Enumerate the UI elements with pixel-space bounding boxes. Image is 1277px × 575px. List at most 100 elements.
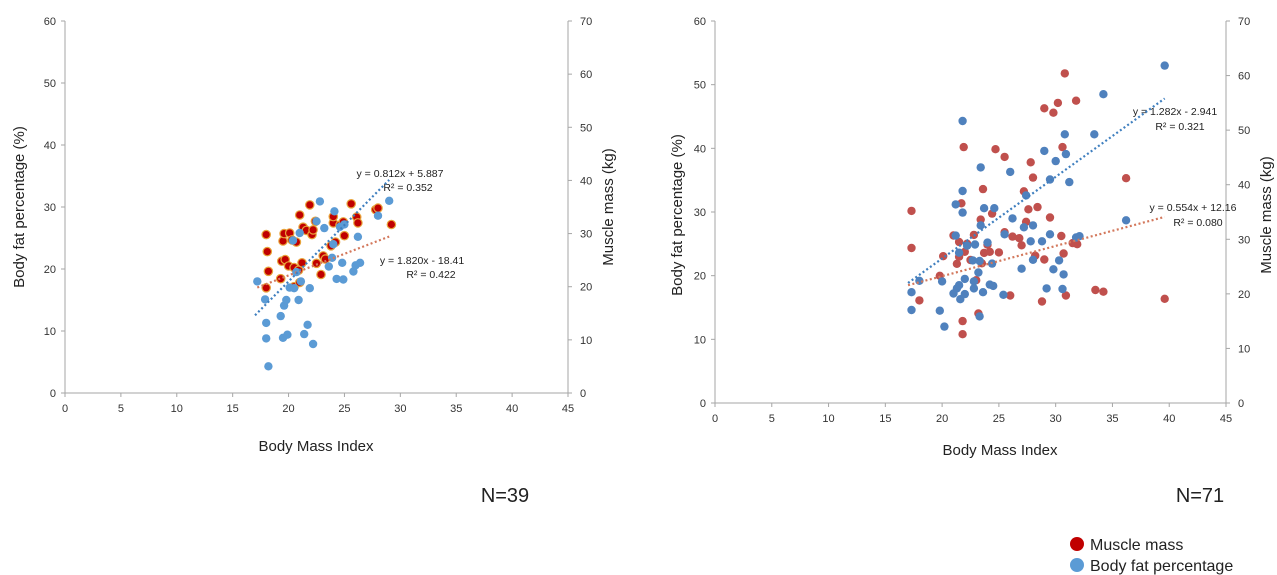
point-body-fat-percentage: [329, 240, 338, 249]
point-body-fat-percentage: [332, 274, 341, 284]
chart-2-y-right-label: Muscle mass (kg): [1258, 156, 1275, 274]
point-body-fat-percentage: [385, 196, 394, 205]
x-tick-label: 5: [769, 413, 775, 425]
point-muscle-mass: [304, 200, 315, 210]
point-body-fat-percentage: [975, 312, 984, 321]
y-left-tick-label: 50: [44, 78, 56, 90]
point-body-fat-percentage: [907, 288, 916, 297]
point-muscle-mass: [263, 266, 274, 277]
point-body-fat-percentage: [1037, 237, 1047, 246]
chart-1: 0 5 10 15 20 25 30 35 40 45 0 10 20 30 40 50 60 0 10 20 30 40…: [11, 16, 617, 507]
point-muscle-mass: [1045, 213, 1055, 222]
point-body-fat-percentage: [303, 320, 312, 329]
legend-marker-muscle-mass: [1070, 537, 1084, 551]
point-muscle-mass: [958, 330, 967, 339]
points-layer: [253, 196, 397, 371]
x-tick-label: 0: [62, 403, 68, 415]
point-body-fat-percentage: [940, 322, 949, 331]
point-body-fat-percentage: [1160, 61, 1169, 70]
chart-2-fat-trend-r2: R² = 0.321: [1155, 121, 1204, 133]
point-body-fat-percentage: [978, 288, 988, 297]
y-right-tick-label: 10: [1238, 343, 1250, 355]
point-body-fat-percentage: [320, 223, 329, 233]
point-body-fat-percentage: [1006, 167, 1015, 177]
point-body-fat-percentage: [907, 305, 916, 315]
point-body-fat-percentage: [983, 238, 992, 247]
point-body-fat-percentage: [1008, 214, 1017, 223]
point-body-fat-percentage: [954, 281, 964, 290]
point-muscle-mass: [954, 237, 964, 247]
y-right-tick-label: 0: [1238, 398, 1244, 410]
y-right-tick-label: 40: [580, 175, 592, 187]
point-muscle-mass: [994, 248, 1004, 257]
y-right-tick-label: 30: [1238, 234, 1250, 246]
point-body-fat-percentage: [296, 277, 306, 286]
x-tick-label: 0: [712, 413, 718, 425]
chart-2-x-label: Body Mass Index: [942, 442, 1058, 459]
point-body-fat-percentage: [262, 334, 271, 343]
point-muscle-mass: [959, 142, 968, 152]
point-muscle-mass: [952, 259, 962, 268]
x-tick-label: 45: [562, 403, 574, 415]
legend-label-body-fat: Body fat percentage: [1090, 558, 1233, 575]
point-muscle-mass: [1160, 294, 1169, 303]
trendline-body-fat-percentage: [907, 97, 1166, 284]
point-body-fat-percentage: [989, 281, 998, 291]
point-body-fat-percentage: [338, 258, 347, 267]
point-body-fat-percentage: [958, 208, 967, 217]
y-left-tick-label: 50: [694, 80, 706, 92]
x-tick-label: 10: [822, 413, 834, 425]
point-body-fat-percentage: [1040, 146, 1049, 156]
point-muscle-mass: [261, 229, 271, 240]
point-body-fat-percentage: [1000, 230, 1009, 239]
point-muscle-mass: [907, 206, 916, 216]
x-tick-label: 30: [394, 403, 406, 415]
point-muscle-mass: [1059, 249, 1068, 258]
chart-1-y-left-label: Body fat percentage (%): [11, 126, 28, 288]
point-body-fat-percentage: [1019, 223, 1029, 232]
point-muscle-mass: [1008, 232, 1017, 241]
chart-1-sample-size: N=39: [481, 485, 529, 507]
point-body-fat-percentage: [262, 318, 271, 328]
point-body-fat-percentage: [975, 256, 984, 266]
x-tick-label: 25: [993, 413, 1005, 425]
point-body-fat-percentage: [937, 277, 947, 286]
trendline-muscle-mass: [907, 215, 1165, 287]
point-body-fat-percentage: [373, 211, 383, 220]
point-body-fat-percentage: [305, 284, 314, 293]
y-right-tick-label: 10: [580, 335, 592, 347]
point-body-fat-percentage: [264, 362, 273, 371]
y-right-tick-label: 20: [1238, 289, 1250, 301]
point-muscle-mass: [1058, 142, 1067, 152]
trendline-body-fat-percentage: [254, 179, 390, 317]
point-body-fat-percentage: [282, 295, 291, 305]
point-muscle-mass: [353, 218, 363, 228]
point-muscle-mass: [1121, 174, 1131, 183]
point-body-fat-percentage: [308, 339, 318, 349]
point-muscle-mass: [1073, 240, 1082, 249]
y-left-tick-label: 40: [694, 143, 706, 155]
point-muscle-mass: [1099, 287, 1108, 296]
point-body-fat-percentage: [1121, 216, 1131, 225]
point-body-fat-percentage: [960, 289, 969, 299]
point-body-fat-percentage: [990, 204, 999, 213]
point-body-fat-percentage: [1099, 90, 1108, 99]
chart-2-axes: 0 5 10 15 20 25 30 35 40 45 0 10 20 30 40 50 60 0 10 20 30 40…: [694, 16, 1251, 425]
y-right-tick-label: 20: [580, 282, 592, 294]
point-body-fat-percentage: [288, 236, 298, 245]
point-body-fat-percentage: [1026, 237, 1035, 246]
point-muscle-mass: [1091, 285, 1100, 295]
point-body-fat-percentage: [958, 116, 967, 126]
y-left-tick-label: 30: [694, 207, 706, 219]
point-body-fat-percentage: [1054, 256, 1064, 265]
point-muscle-mass: [1017, 241, 1026, 250]
y-left-tick-label: 20: [694, 271, 706, 283]
x-tick-label: 40: [506, 403, 518, 415]
x-tick-label: 15: [227, 403, 239, 415]
x-tick-label: 30: [1050, 413, 1062, 425]
point-body-fat-percentage: [330, 207, 339, 216]
y-left-tick-label: 20: [44, 264, 56, 276]
chart-2-y-left-label: Body fat percentage (%): [669, 134, 686, 296]
y-right-tick-label: 60: [580, 69, 592, 81]
